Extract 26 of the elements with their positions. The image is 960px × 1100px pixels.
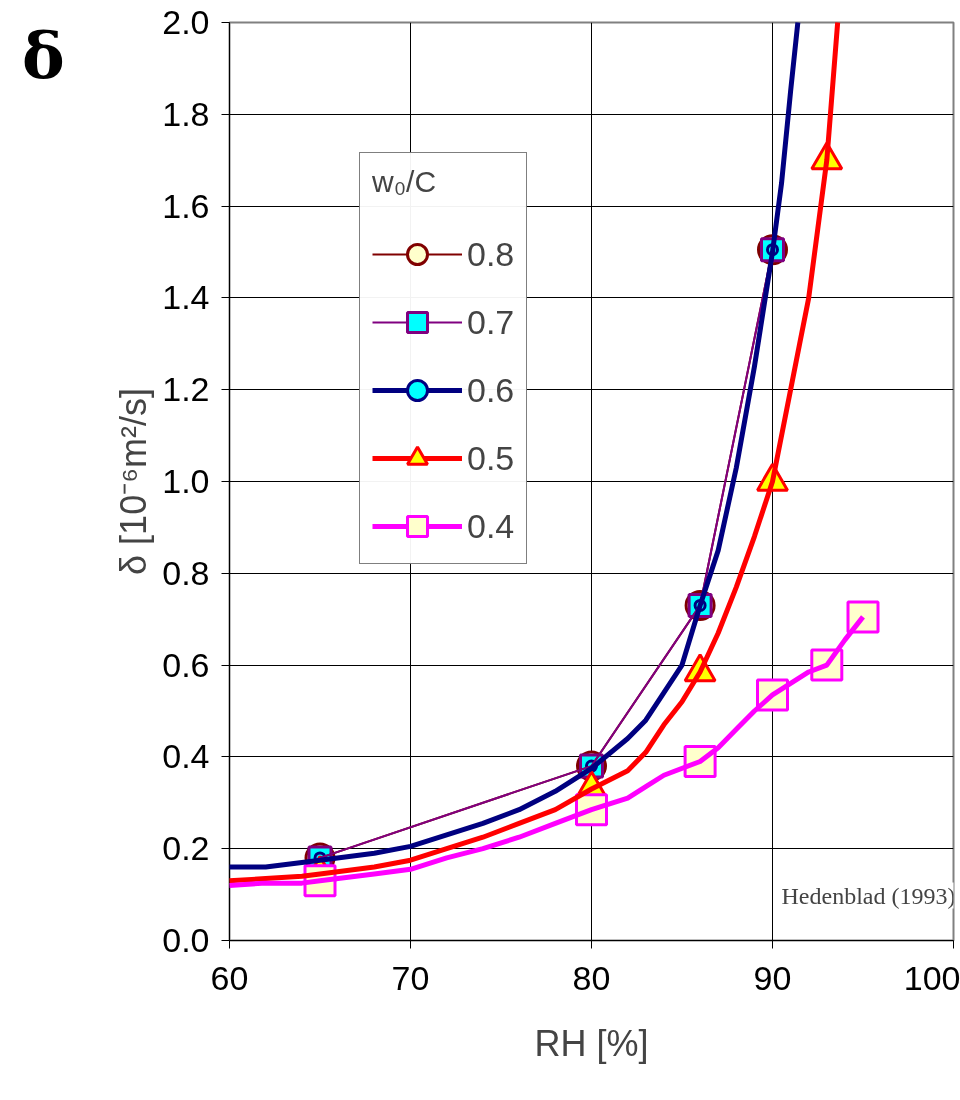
annotation: Hedenblad (1993) [781,882,956,909]
legend-label: 0.7 [467,302,515,342]
y-tick-label: 0.2 [162,829,210,868]
chart-title: δ [22,17,65,95]
x-tick-label: 70 [391,958,430,997]
y-tick-label: 0.0 [162,921,210,959]
y-axis-title: δ [10⁻⁶m²/s] [113,388,155,575]
y-tick-label: 1.2 [162,370,210,409]
y-tick-label: 0.8 [162,553,210,592]
legend-label: 0.8 [467,234,515,274]
y-tick-label: 1.0 [162,462,210,500]
x-axis-title: RH [%] [534,1022,649,1064]
legend-label: 0.6 [467,370,515,410]
x-tick-label: 60 [210,958,249,997]
x-tick-label: 90 [753,958,792,997]
y-tick-label: 2.0 [162,3,210,41]
legend-label: 0.4 [467,506,515,546]
y-tick-label: 1.8 [162,94,210,133]
x-tick-label: 100 [903,958,960,997]
y-tick-label: 1.4 [162,278,210,317]
x-tick-label: 80 [572,958,611,997]
y-tick-label: 0.4 [162,737,210,776]
y-tick-label: 0.6 [162,645,210,684]
legend-title: w₀/C [372,165,438,199]
legend-label: 0.5 [467,438,515,478]
y-tick-label: 1.6 [162,186,210,225]
